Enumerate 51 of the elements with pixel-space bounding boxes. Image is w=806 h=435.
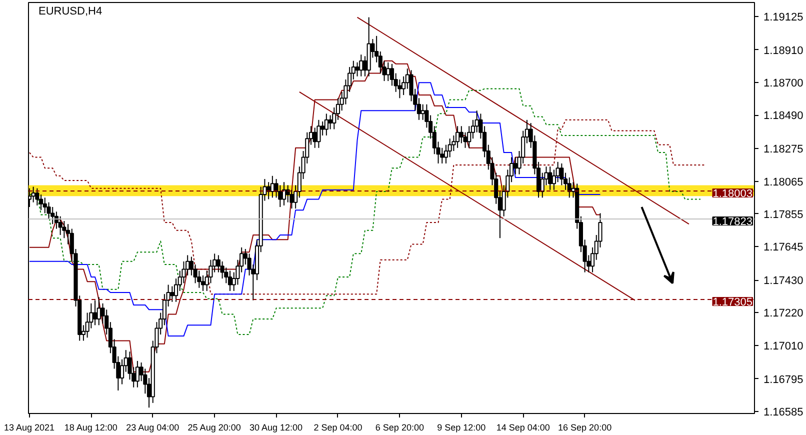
candlestick	[386, 62, 390, 82]
line-series	[28, 88, 702, 336]
candlestick	[135, 360, 140, 388]
y-tick-label: 1.17010	[764, 340, 804, 352]
y-tick-label: 1.18490	[764, 110, 804, 122]
y-tick-label: 1.17855	[764, 208, 804, 221]
candlestick	[96, 296, 101, 326]
x-tick-label: 9 Sep 12:00	[437, 422, 486, 432]
candlestick	[328, 114, 332, 130]
candlestick	[170, 286, 174, 302]
candlestick	[46, 202, 51, 220]
candlestick	[355, 62, 360, 77]
ref-line-label: 1.17823	[712, 216, 753, 228]
candlestick	[459, 126, 464, 144]
ref-line-label: 1.17305	[712, 296, 753, 309]
y-tick-label: 1.17430	[764, 275, 804, 288]
candlestick	[548, 166, 552, 190]
candlestick	[324, 113, 328, 136]
candlestick	[316, 119, 321, 148]
y-tick-label: 1.18910	[764, 44, 804, 57]
y-tick-label: 1.18065	[764, 176, 804, 188]
x-tick-label: 13 Aug 2021	[4, 422, 55, 432]
candlestick	[92, 300, 98, 326]
candlestick	[200, 274, 206, 292]
chart-title: EURUSD,H4	[38, 6, 102, 18]
candlestick	[58, 216, 62, 236]
candlestick	[50, 206, 55, 225]
x-tick-label: 30 Aug 12:00	[250, 422, 303, 432]
x-tick-label: 23 Aug 04:00	[126, 422, 180, 432]
candlestick	[282, 182, 286, 206]
candlestick	[359, 54, 364, 77]
y-tick-label: 1.17220	[764, 308, 804, 320]
candlestick	[456, 126, 460, 148]
candlestick	[228, 270, 232, 292]
y-tick-label: 1.18275	[764, 144, 804, 156]
ref-line-label: 1.18003	[712, 188, 753, 200]
x-tick-label: 2 Sep 04:00	[314, 422, 362, 432]
x-tick-label: 14 Sep 04:00	[496, 422, 550, 432]
candlestick	[35, 188, 40, 206]
y-tick-label: 1.16585	[764, 406, 804, 418]
y-tick-label: 1.19125	[764, 11, 804, 24]
line-series	[28, 82, 601, 337]
y-tick-label: 1.18700	[764, 78, 804, 90]
candlestick	[290, 189, 294, 210]
candlestick	[560, 162, 564, 186]
x-tick-label: 6 Sep 20:00	[375, 422, 424, 432]
x-tick-label: 18 Aug 12:00	[64, 422, 118, 432]
x-tick-label: 25 Aug 20:00	[188, 422, 241, 432]
x-tick-label: 16 Sep 20:00	[558, 422, 612, 432]
y-tick-label: 1.16795	[764, 374, 804, 386]
y-tick-label: 1.17645	[764, 242, 804, 254]
